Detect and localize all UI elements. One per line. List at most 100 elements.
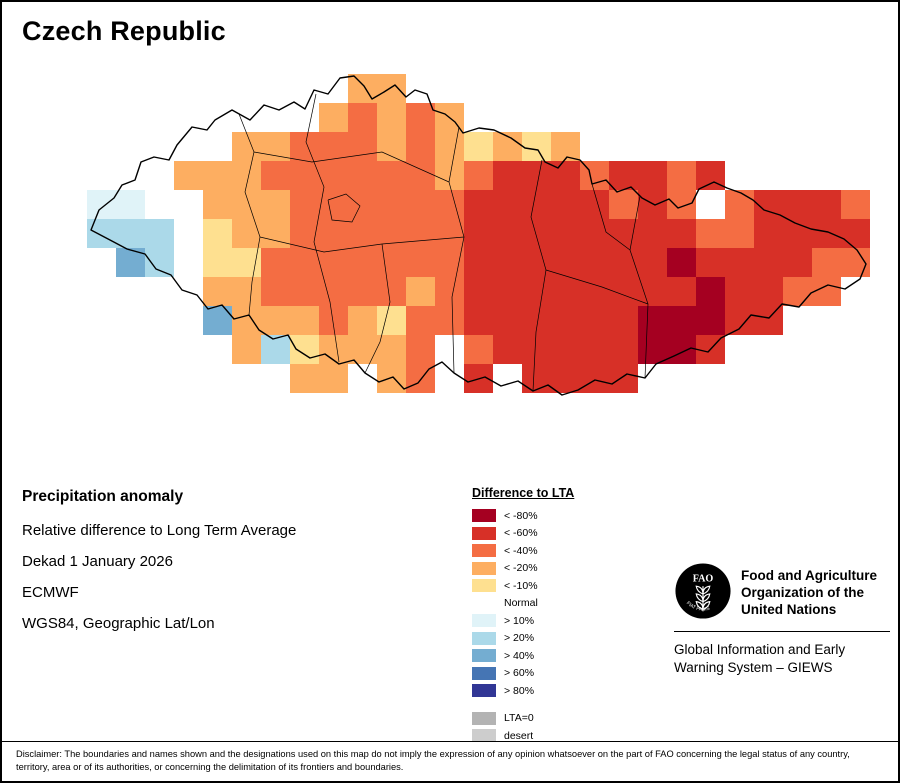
map-cell xyxy=(522,161,551,190)
map-cell xyxy=(116,190,145,219)
legend-swatch xyxy=(472,544,496,558)
map-cell xyxy=(145,190,174,219)
legend-entry: > 40% xyxy=(472,647,574,665)
map-cell xyxy=(348,277,377,306)
map-cell xyxy=(232,306,261,335)
legend-swatch xyxy=(472,509,496,523)
legend-entry: < -80% xyxy=(472,507,574,525)
legend-entry: > 60% xyxy=(472,665,574,683)
map-cell xyxy=(435,219,464,248)
legend-swatch xyxy=(472,631,496,645)
map-cell xyxy=(725,277,754,306)
map-cell xyxy=(348,335,377,364)
map-cell xyxy=(493,335,522,364)
region-border xyxy=(629,195,649,379)
legend-swatch xyxy=(472,711,496,725)
map-cell xyxy=(493,277,522,306)
map-cell xyxy=(522,132,551,161)
map-cell xyxy=(174,190,203,219)
map-cell xyxy=(783,190,812,219)
legend-label: LTA=0 xyxy=(504,712,534,725)
map-cell xyxy=(522,190,551,219)
legend-label: < -40% xyxy=(504,544,538,557)
map-cell xyxy=(319,277,348,306)
map-cell xyxy=(754,219,783,248)
map-cell xyxy=(435,132,464,161)
map-cell xyxy=(638,190,667,219)
map-cell xyxy=(319,335,348,364)
map-cell xyxy=(290,364,319,393)
map-cell xyxy=(348,248,377,277)
map-cell xyxy=(493,161,522,190)
map-cell xyxy=(754,248,783,277)
map-cell xyxy=(667,335,696,364)
region-border xyxy=(327,193,361,223)
map-cell xyxy=(406,277,435,306)
map-cell xyxy=(145,248,174,277)
map-cell xyxy=(493,219,522,248)
map-cell xyxy=(522,219,551,248)
map-cell xyxy=(406,132,435,161)
info-source: ECMWF xyxy=(22,584,79,601)
region-border xyxy=(591,183,631,251)
map-cell xyxy=(261,132,290,161)
map-cell xyxy=(609,306,638,335)
map-cell xyxy=(174,248,203,277)
legend-swatch xyxy=(472,526,496,540)
map-cell xyxy=(812,190,841,219)
map-cell xyxy=(290,335,319,364)
map-cell xyxy=(435,277,464,306)
map-cell xyxy=(435,306,464,335)
map-cell xyxy=(406,248,435,277)
map-cell xyxy=(377,219,406,248)
map-cell xyxy=(580,248,609,277)
map-cell xyxy=(522,364,551,393)
map-cell xyxy=(377,103,406,132)
map-cell xyxy=(232,248,261,277)
map-cell xyxy=(319,248,348,277)
map-cell xyxy=(841,219,870,248)
map-cell xyxy=(377,161,406,190)
map-cell xyxy=(406,103,435,132)
map-cell xyxy=(435,335,464,364)
map-cell xyxy=(290,306,319,335)
map-cell xyxy=(783,248,812,277)
org-name-line: United Nations xyxy=(741,602,837,617)
info-projection: WGS84, Geographic Lat/Lon xyxy=(22,615,215,632)
org-divider xyxy=(674,631,890,632)
map-cell xyxy=(754,306,783,335)
legend-label: > 60% xyxy=(504,667,535,680)
map-cell xyxy=(406,306,435,335)
map-cell xyxy=(348,132,377,161)
region-border xyxy=(545,269,649,305)
map-cell xyxy=(551,364,580,393)
map-cell xyxy=(232,277,261,306)
map-cell xyxy=(609,190,638,219)
giews-line: Warning System – GIEWS xyxy=(674,660,833,675)
map-cell xyxy=(464,306,493,335)
map-cell xyxy=(348,161,377,190)
map-cell xyxy=(638,335,667,364)
map-cell xyxy=(232,190,261,219)
legend-entry: Normal xyxy=(472,595,574,613)
map-cell xyxy=(319,103,348,132)
legend-label: > 10% xyxy=(504,614,535,627)
map-cell xyxy=(638,219,667,248)
legend-entries: < -80% < -60% < -40% < -20% < -10% Normal > 10… xyxy=(472,507,574,700)
map-cell xyxy=(261,190,290,219)
map-cell xyxy=(696,248,725,277)
map-svg xyxy=(87,74,870,396)
map-cell xyxy=(348,190,377,219)
map-cell xyxy=(464,248,493,277)
legend-label: < -60% xyxy=(504,527,538,540)
map-cell xyxy=(580,306,609,335)
map-cell xyxy=(551,277,580,306)
legend-title: Difference to LTA xyxy=(472,486,575,500)
giews-text: Global Information and Early Warning Sys… xyxy=(674,641,890,677)
country-boundary xyxy=(90,75,867,396)
map-cell xyxy=(87,190,116,219)
legend-swatch xyxy=(472,579,496,593)
map-cell xyxy=(261,248,290,277)
map-cell xyxy=(812,219,841,248)
legend-entry: < -40% xyxy=(472,542,574,560)
